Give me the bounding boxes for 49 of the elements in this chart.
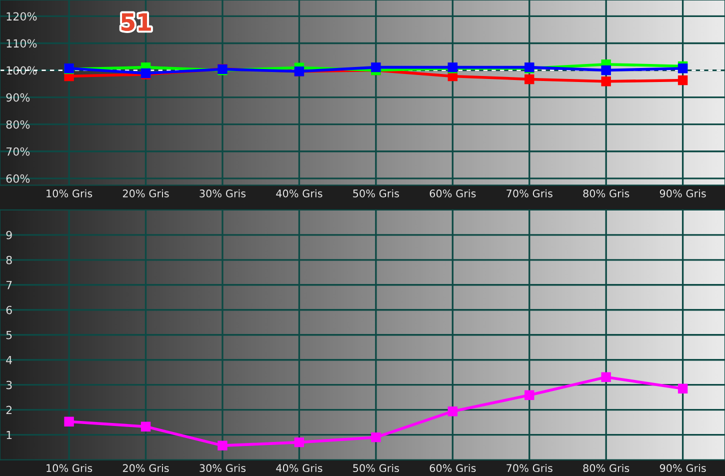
point [371, 432, 381, 442]
y-tick-label: 4 [6, 356, 12, 364]
y-tick-label: 9 [6, 230, 12, 240]
point [678, 75, 688, 86]
x-tick-label: 80% Gris [583, 189, 630, 198]
y-tick-label: 7 [6, 281, 12, 290]
x-tick-label: 90% Gris [660, 464, 706, 472]
annotation: 51 [121, 13, 151, 31]
point [601, 65, 611, 76]
x-tick-label: 10% Gris [46, 464, 92, 472]
y-tick-label: 8 [6, 256, 12, 264]
y-tick-label: 70% [6, 147, 30, 156]
point [218, 440, 228, 450]
x-tick-label: 10% Gris [46, 189, 92, 198]
point [678, 64, 688, 74]
point [601, 372, 611, 382]
point [524, 74, 534, 84]
x-tick-label: 40% Gris [276, 464, 322, 472]
y-tick-label: 6 [6, 306, 12, 314]
y-tick-label: 1 [6, 430, 12, 440]
point [524, 390, 534, 400]
y-tick-label: 2 [6, 406, 12, 414]
x-tick-label: 30% Gris [200, 464, 246, 472]
x-tick-label: 70% Gris [506, 189, 552, 198]
x-tick-label: 70% Gris [506, 464, 552, 472]
x-tick-label: 20% Gris [122, 189, 169, 198]
x-tick-label: 50% Gris [353, 189, 399, 198]
y-tick-label: 80% [6, 120, 30, 129]
point [601, 76, 611, 86]
point [678, 384, 688, 394]
x-tick-label: 50% Gris [353, 464, 399, 472]
point [294, 437, 304, 448]
x-tick-label: 80% Gris [583, 464, 630, 472]
y-tick-label: 3 [6, 380, 12, 390]
x-tick-label: 20% Gris [122, 464, 169, 472]
point [448, 406, 458, 416]
x-tick-label: 30% Gris [200, 189, 246, 198]
x-tick-label: 60% Gris [430, 464, 476, 472]
point [64, 416, 74, 426]
y-tick-label: 90% [6, 93, 30, 102]
y-tick-label: 5 [6, 330, 12, 340]
point [140, 422, 151, 432]
x-tick-label: 60% Gris [430, 189, 476, 198]
y-tick-label: 120% [6, 12, 37, 21]
y-tick-label: 110% [6, 39, 37, 48]
x-tick-label: 90% Gris [660, 189, 706, 198]
point [371, 62, 381, 72]
y-tick-label: 60% [6, 174, 30, 183]
x-tick-label: 40% Gris [276, 189, 322, 198]
